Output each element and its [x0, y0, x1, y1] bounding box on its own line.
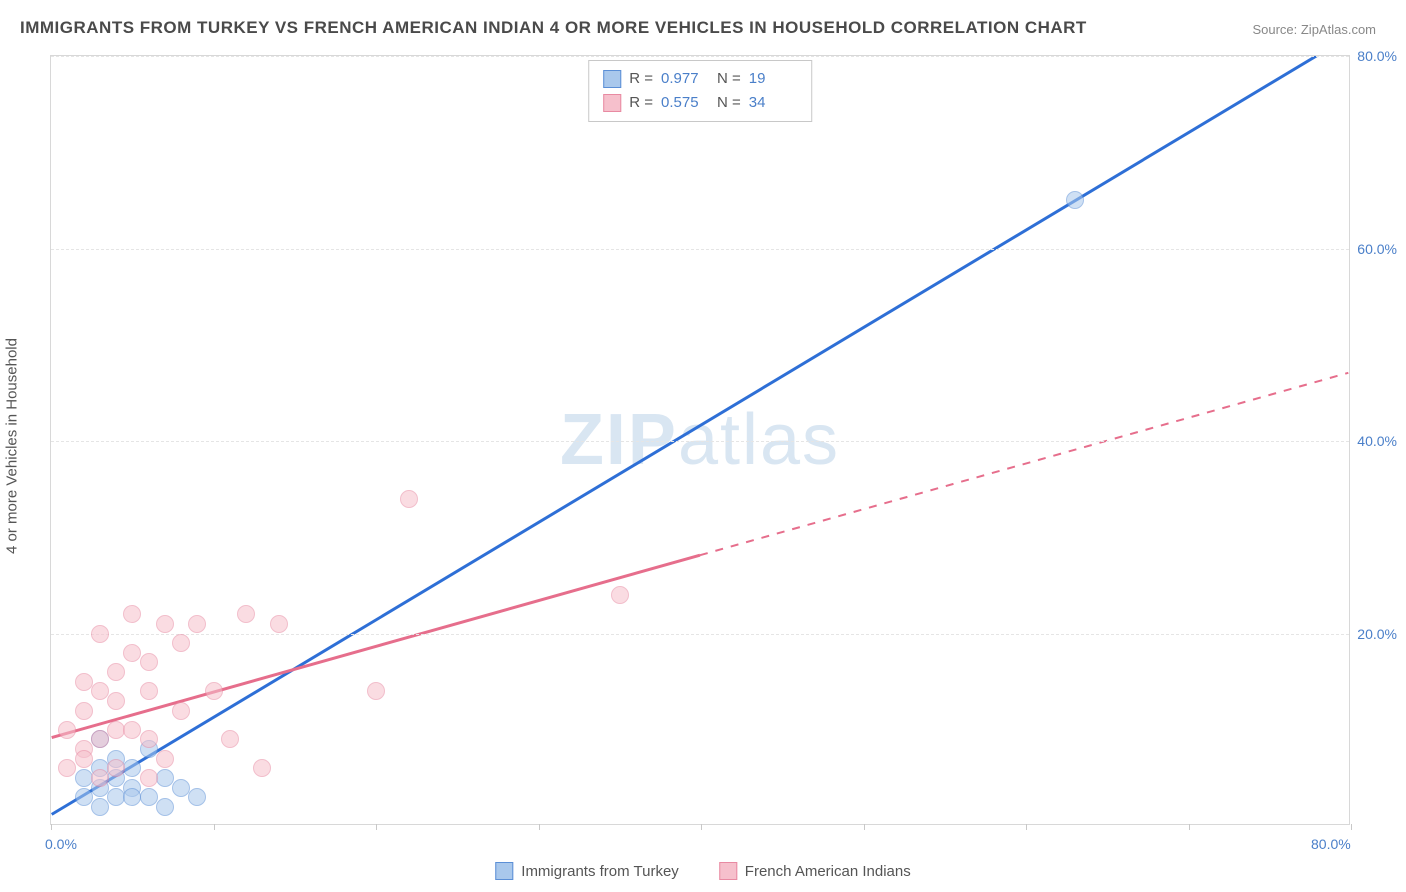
scatter-point: [91, 730, 109, 748]
x-tick-mark: [701, 824, 702, 830]
scatter-point: [107, 663, 125, 681]
regression-legend: R = 0.977 N = 19 R = 0.575 N = 34: [588, 60, 812, 122]
grid-line: [51, 249, 1349, 250]
x-tick-mark: [214, 824, 215, 830]
scatter-point: [75, 673, 93, 691]
scatter-point: [75, 702, 93, 720]
legend-swatch-2: [603, 94, 621, 112]
scatter-point: [123, 644, 141, 662]
source-attribution: Source: ZipAtlas.com: [1252, 22, 1376, 37]
scatter-point: [123, 788, 141, 806]
scatter-point: [140, 769, 158, 787]
grid-line: [51, 634, 1349, 635]
scatter-point: [91, 682, 109, 700]
scatter-point: [188, 788, 206, 806]
scatter-point: [1066, 191, 1084, 209]
scatter-point: [58, 759, 76, 777]
scatter-point: [123, 721, 141, 739]
regression-lines: [51, 56, 1349, 824]
scatter-point: [58, 721, 76, 739]
x-tick-mark: [864, 824, 865, 830]
scatter-point: [140, 730, 158, 748]
scatter-point: [172, 702, 190, 720]
x-tick-mark: [51, 824, 52, 830]
scatter-point: [237, 605, 255, 623]
bottom-legend-swatch-2: [719, 862, 737, 880]
watermark-zip: ZIP: [560, 400, 678, 480]
scatter-point: [221, 730, 239, 748]
bottom-legend-swatch-1: [495, 862, 513, 880]
grid-line: [51, 56, 1349, 57]
scatter-point: [140, 653, 158, 671]
bottom-legend-item-2: French American Indians: [719, 862, 911, 880]
scatter-point: [140, 682, 158, 700]
x-tick-mark: [1351, 824, 1352, 830]
regression-line-solid: [52, 555, 700, 737]
scatter-point: [75, 788, 93, 806]
regression-line-solid: [52, 56, 1349, 814]
legend-n-value-1: 19: [749, 67, 797, 91]
bottom-legend-label-1: Immigrants from Turkey: [521, 863, 679, 880]
legend-row-1: R = 0.977 N = 19: [603, 67, 797, 91]
legend-n-value-2: 34: [749, 91, 797, 115]
legend-swatch-1: [603, 70, 621, 88]
legend-n-label-1: N =: [717, 67, 741, 91]
x-end-label: 80.0%: [1311, 836, 1351, 852]
scatter-point: [107, 692, 125, 710]
y-tick-label: 60.0%: [1357, 241, 1397, 257]
legend-r-label-2: R =: [629, 91, 653, 115]
legend-r-label-1: R =: [629, 67, 653, 91]
x-tick-mark: [1026, 824, 1027, 830]
scatter-point: [156, 769, 174, 787]
y-tick-label: 80.0%: [1357, 48, 1397, 64]
watermark: ZIPatlas: [560, 399, 840, 481]
grid-line: [51, 441, 1349, 442]
plot-area: ZIPatlas R = 0.977 N = 19 R = 0.575 N = …: [50, 55, 1350, 825]
scatter-point: [253, 759, 271, 777]
scatter-point: [188, 615, 206, 633]
scatter-point: [270, 615, 288, 633]
scatter-point: [156, 798, 174, 816]
legend-n-label-2: N =: [717, 91, 741, 115]
legend-r-value-2: 0.575: [661, 91, 709, 115]
scatter-point: [172, 634, 190, 652]
scatter-point: [75, 750, 93, 768]
scatter-point: [400, 490, 418, 508]
scatter-point: [156, 750, 174, 768]
scatter-point: [367, 682, 385, 700]
x-tick-mark: [539, 824, 540, 830]
y-axis-label: 4 or more Vehicles in Household: [4, 338, 21, 554]
scatter-point: [91, 798, 109, 816]
scatter-point: [205, 682, 223, 700]
watermark-atlas: atlas: [678, 400, 840, 480]
y-tick-label: 40.0%: [1357, 433, 1397, 449]
x-tick-mark: [376, 824, 377, 830]
legend-row-2: R = 0.575 N = 34: [603, 91, 797, 115]
scatter-point: [156, 615, 174, 633]
scatter-point: [91, 769, 109, 787]
scatter-point: [123, 759, 141, 777]
chart-title: IMMIGRANTS FROM TURKEY VS FRENCH AMERICA…: [20, 18, 1087, 38]
scatter-point: [123, 605, 141, 623]
scatter-point: [140, 788, 158, 806]
scatter-point: [611, 586, 629, 604]
regression-line-dashed: [700, 373, 1348, 555]
y-tick-label: 20.0%: [1357, 626, 1397, 642]
bottom-legend-item-1: Immigrants from Turkey: [495, 862, 679, 880]
bottom-legend: Immigrants from Turkey French American I…: [495, 862, 910, 880]
x-origin-label: 0.0%: [45, 836, 77, 852]
x-tick-mark: [1189, 824, 1190, 830]
scatter-point: [107, 759, 125, 777]
legend-r-value-1: 0.977: [661, 67, 709, 91]
scatter-point: [172, 779, 190, 797]
scatter-point: [91, 625, 109, 643]
bottom-legend-label-2: French American Indians: [745, 863, 911, 880]
